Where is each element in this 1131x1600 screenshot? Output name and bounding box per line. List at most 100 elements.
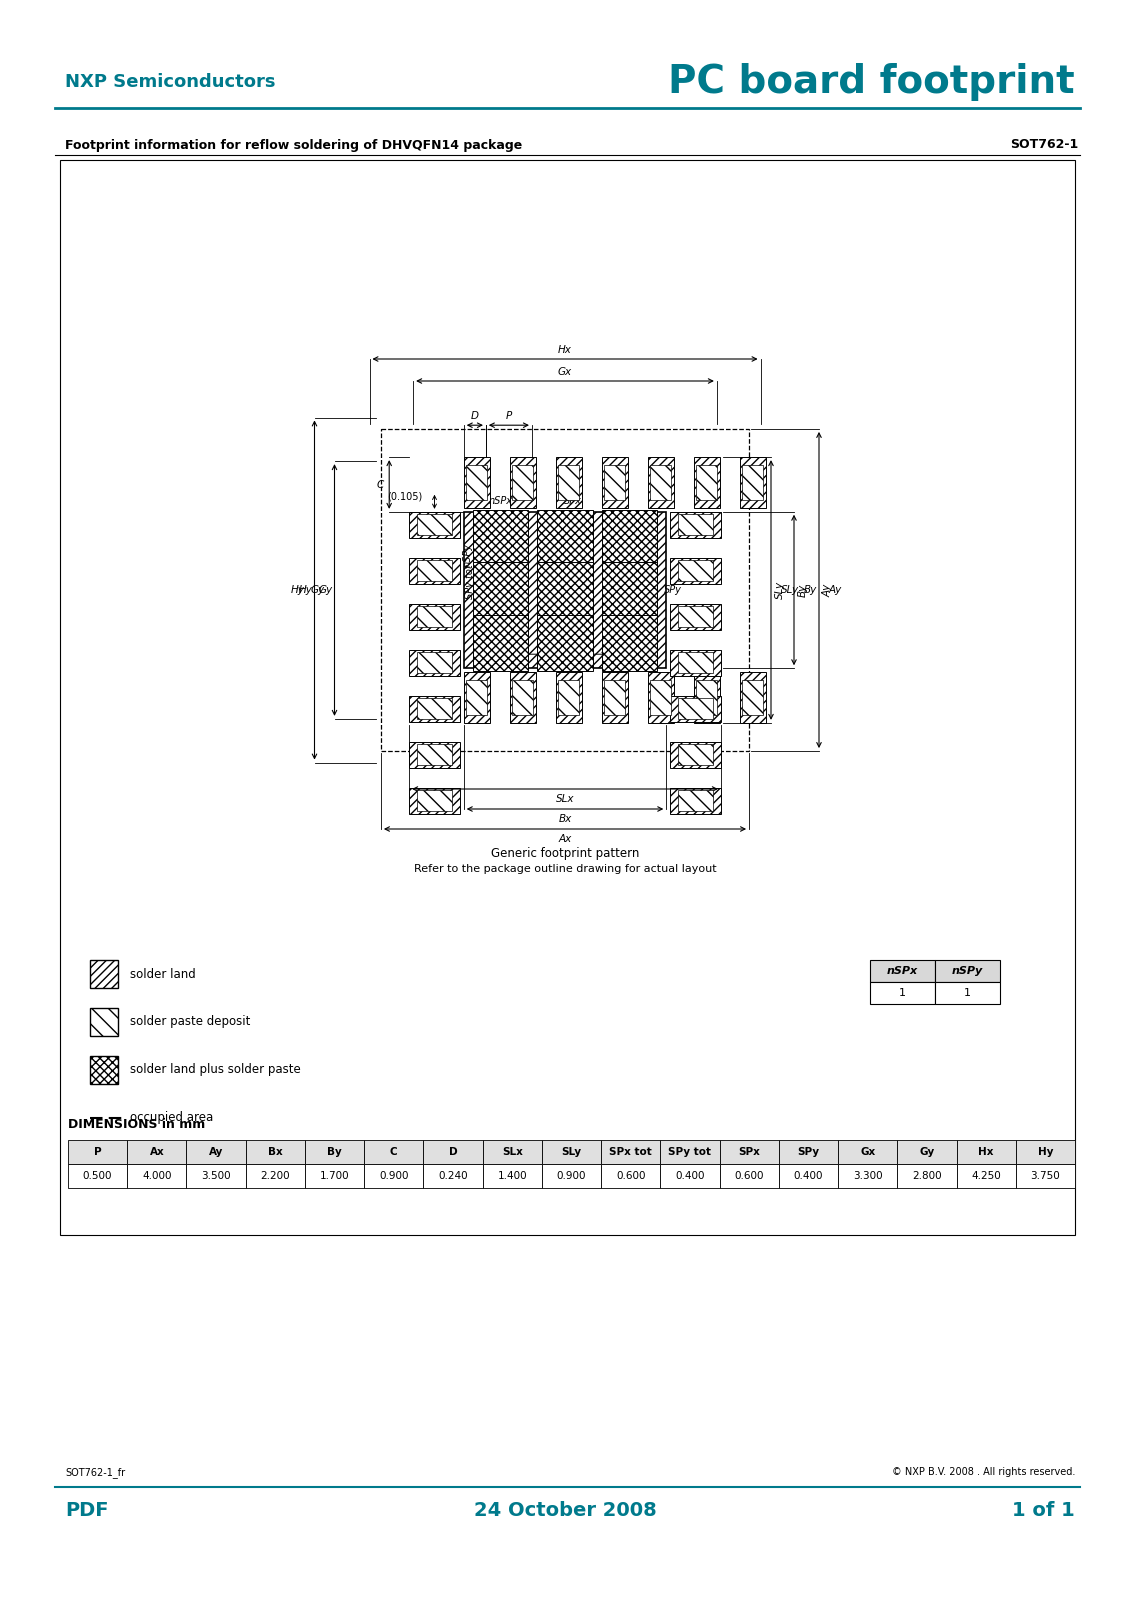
Bar [870,960,935,982]
Text: Gy: Gy [920,1147,934,1157]
Text: 3.300: 3.300 [853,1171,882,1181]
Bar [742,680,763,715]
Text: solder land: solder land [130,968,196,981]
Text: SPy tot: SPy tot [668,1147,711,1157]
Bar [648,458,674,507]
Bar [305,1165,364,1187]
Text: D: D [449,1147,457,1157]
Text: 1.700: 1.700 [320,1171,349,1181]
Text: 3.750: 3.750 [1030,1171,1060,1181]
Bar [602,509,657,565]
Bar [1016,1165,1074,1187]
Bar [473,563,528,618]
Bar [661,1139,719,1165]
Text: D: D [470,411,478,421]
Text: By: By [798,584,808,597]
Bar [512,680,533,715]
Bar [671,742,720,768]
Text: nSPx: nSPx [887,966,918,976]
Bar [245,1165,305,1187]
Bar [464,512,666,669]
Text: solder paste deposit: solder paste deposit [130,1016,250,1029]
Bar [671,558,720,584]
Text: 0.500: 0.500 [83,1171,112,1181]
Bar [537,509,593,565]
Text: Ax: Ax [559,834,571,845]
Bar [559,464,579,501]
Text: 0.240: 0.240 [438,1171,468,1181]
Text: Footprint information for reflow soldering of DHVQFN14 package: Footprint information for reflow solderi… [64,139,523,152]
Bar [90,1056,118,1085]
Text: SPx tot: SPx tot [547,662,582,674]
Text: SPx: SPx [564,496,582,506]
Bar [677,653,714,674]
Text: SPy: SPy [664,586,682,595]
Text: Hy: Hy [299,586,312,595]
Bar [601,1139,661,1165]
Bar [542,1139,601,1165]
Text: Hy: Hy [291,586,304,595]
Bar [409,603,460,629]
Text: SPy tot: SPy tot [465,565,475,600]
Bar [677,514,714,534]
Bar [466,680,487,715]
Bar [604,464,625,501]
Text: 0.400: 0.400 [675,1171,705,1181]
Text: 0.900: 0.900 [556,1171,586,1181]
Text: 4.000: 4.000 [143,1171,172,1181]
Bar [417,653,452,674]
Bar [483,1165,542,1187]
Text: (0.105): (0.105) [387,491,423,502]
Bar [555,672,581,723]
Text: SLy: SLy [775,581,785,598]
Bar [779,1165,838,1187]
Bar [60,160,1074,1235]
Bar [935,982,1000,1005]
Bar [542,1165,601,1187]
Bar [417,606,452,627]
Bar [466,464,487,501]
Bar [423,1139,483,1165]
Text: NXP Semiconductors: NXP Semiconductors [64,74,276,91]
Bar [650,464,671,501]
Bar [464,458,490,507]
Bar [935,960,1000,982]
Bar [671,603,720,629]
Bar [90,1008,118,1037]
Text: By: By [327,1147,342,1157]
Bar [409,742,460,768]
Bar [671,512,720,538]
Text: Gx: Gx [860,1147,875,1157]
Bar [417,698,452,718]
Bar [409,650,460,675]
Text: Refer to the package outline drawing for actual layout: Refer to the package outline drawing for… [414,864,716,874]
Bar [697,680,717,715]
Text: 1: 1 [964,987,972,998]
Text: 24 October 2008: 24 October 2008 [474,1501,656,1520]
Text: occupied area: occupied area [130,1112,214,1125]
Bar [559,680,579,715]
Text: 2.800: 2.800 [912,1171,942,1181]
Bar [650,680,671,715]
Text: PDF: PDF [64,1501,109,1520]
Text: 0.900: 0.900 [379,1171,408,1181]
Bar [381,429,749,750]
Bar [417,790,452,811]
Bar [602,672,628,723]
Bar [719,1165,779,1187]
Bar [648,672,674,723]
Text: nSPx: nSPx [489,496,512,506]
Bar [671,650,720,675]
Bar [693,672,719,723]
Bar [661,1165,719,1187]
Bar [957,1139,1016,1165]
Text: Gx: Gx [558,366,572,378]
Text: nSPy: nSPy [952,966,983,976]
Text: Hx: Hx [558,346,572,355]
Text: By: By [804,586,818,595]
Text: Hy: Hy [1037,1147,1053,1157]
Bar [897,1165,957,1187]
Bar [409,512,460,538]
Bar [779,1139,838,1165]
Bar [537,563,593,618]
